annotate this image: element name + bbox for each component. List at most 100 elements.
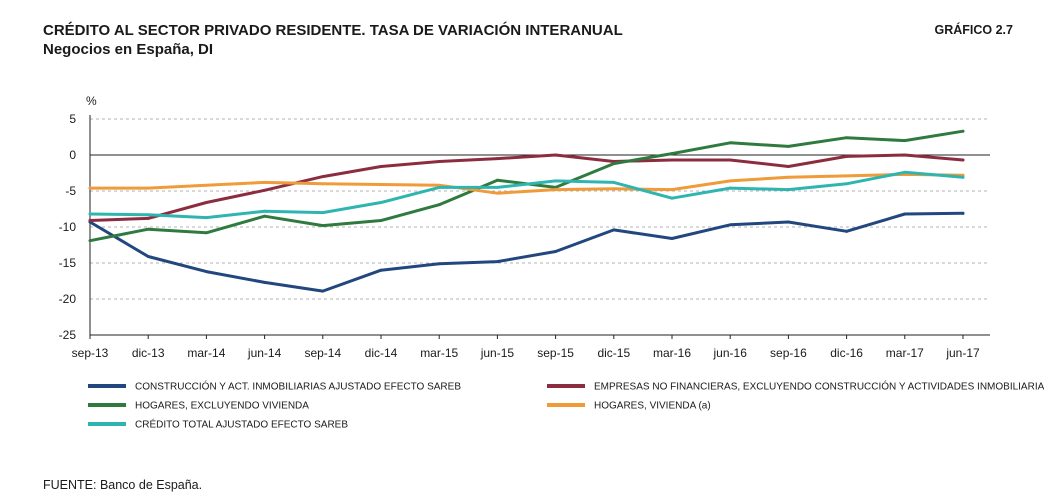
data-point — [787, 188, 790, 191]
data-point — [961, 158, 965, 162]
data-point — [321, 224, 325, 227]
x-tick-label: dic-14 — [365, 346, 398, 360]
series-line-4 — [88, 172, 965, 195]
data-point — [554, 153, 557, 157]
data-point — [612, 162, 616, 166]
data-point — [496, 178, 499, 182]
data-point — [437, 160, 441, 163]
data-point — [146, 186, 150, 190]
series-line-5 — [88, 170, 965, 220]
data-point — [670, 196, 674, 200]
y-tick-label: -20 — [59, 292, 77, 306]
data-point — [321, 289, 325, 293]
data-point — [146, 227, 150, 231]
x-tick-label: jun-16 — [713, 346, 748, 360]
x-tick-label: jun-14 — [247, 346, 282, 360]
data-point — [263, 188, 266, 192]
data-point — [321, 182, 325, 186]
data-point — [88, 186, 92, 190]
x-tick-label: sep-15 — [537, 346, 574, 360]
x-tick-label: dic-16 — [830, 346, 863, 360]
data-point — [205, 216, 208, 220]
data-point — [205, 231, 208, 235]
data-point — [903, 212, 907, 216]
data-point — [903, 153, 907, 157]
y-tick-label: 0 — [69, 148, 76, 162]
data-point — [554, 179, 557, 183]
data-point — [437, 186, 441, 189]
data-point — [554, 188, 557, 191]
data-point — [263, 180, 266, 184]
data-point — [670, 188, 674, 191]
data-point — [379, 183, 383, 186]
legend-label: HOGARES, VIVIENDA (a) — [594, 401, 711, 412]
data-point — [554, 250, 557, 253]
data-point — [728, 179, 732, 183]
data-point — [496, 191, 499, 195]
data-point — [845, 155, 848, 158]
y-tick-label: -25 — [59, 328, 77, 342]
data-point — [263, 214, 266, 218]
data-point — [612, 228, 616, 232]
data-point — [787, 220, 790, 224]
data-point — [845, 182, 848, 186]
x-tick-label: mar-15 — [420, 346, 458, 360]
legend-label: CONSTRUCCIÓN Y ACT. INMOBILIARIAS AJUSTA… — [135, 380, 461, 393]
source-note: FUENTE: Banco de España. — [43, 478, 203, 492]
data-point — [612, 180, 616, 184]
data-point — [670, 158, 674, 162]
y-tick-label: 5 — [69, 112, 76, 126]
chart-title: CRÉDITO AL SECTOR PRIVADO RESIDENTE. TAS… — [43, 22, 623, 39]
y-tick-label: -5 — [65, 184, 76, 198]
legend-label: HOGARES, EXCLUYENDO VIVIENDA — [135, 401, 309, 412]
x-tick-label: sep-13 — [72, 346, 109, 360]
data-point — [612, 187, 616, 191]
chart-subtitle: Negocios en España, DI — [43, 41, 214, 58]
x-tick-label: dic-13 — [132, 346, 165, 360]
data-point — [88, 212, 92, 216]
data-point — [787, 165, 790, 168]
data-point — [88, 239, 92, 243]
data-point — [670, 152, 674, 155]
data-point — [728, 141, 732, 145]
data-point — [961, 175, 965, 179]
data-point — [903, 170, 907, 174]
data-point — [961, 129, 965, 133]
data-point — [728, 158, 732, 162]
figure-number: GRÁFICO 2.7 — [934, 23, 1014, 37]
data-point — [263, 281, 266, 284]
data-point — [205, 270, 208, 274]
data-point — [88, 219, 92, 222]
legend-label: CRÉDITO TOTAL AJUSTADO EFECTO SAREB — [135, 418, 348, 431]
data-point — [670, 237, 674, 240]
line-chart: % 5 0 -5 -10 -15 -20 -25 sep-13 dic-13 mar-14 jun-1… — [59, 94, 1044, 431]
data-point — [728, 186, 732, 190]
series-line-2 — [88, 153, 965, 222]
data-point — [146, 255, 150, 258]
data-point — [845, 136, 848, 140]
series-line-1 — [88, 211, 965, 293]
legend-label: EMPRESAS NO FINANCIERAS, EXCLUYENDO CONS… — [594, 380, 1044, 393]
x-tick-label: dic-15 — [597, 346, 630, 360]
x-tick-label: mar-16 — [653, 346, 691, 360]
data-point — [787, 144, 790, 148]
y-axis-unit-label: % — [86, 94, 97, 108]
data-point — [437, 203, 441, 207]
data-point — [379, 268, 383, 272]
data-point — [961, 211, 965, 215]
x-tick-label: mar-14 — [187, 346, 225, 360]
y-tick-label: -10 — [59, 220, 77, 234]
x-tick-label: mar-17 — [886, 346, 924, 360]
data-point — [903, 139, 907, 143]
data-point — [205, 201, 208, 204]
data-point — [496, 260, 499, 263]
data-point — [496, 157, 499, 161]
data-point — [205, 183, 208, 187]
x-tick-label: jun-17 — [945, 346, 980, 360]
data-point — [845, 174, 848, 178]
x-tick-label: jun-15 — [480, 346, 515, 360]
data-point — [728, 223, 732, 227]
data-point — [321, 175, 325, 179]
data-point — [146, 216, 150, 220]
data-point — [379, 201, 383, 204]
